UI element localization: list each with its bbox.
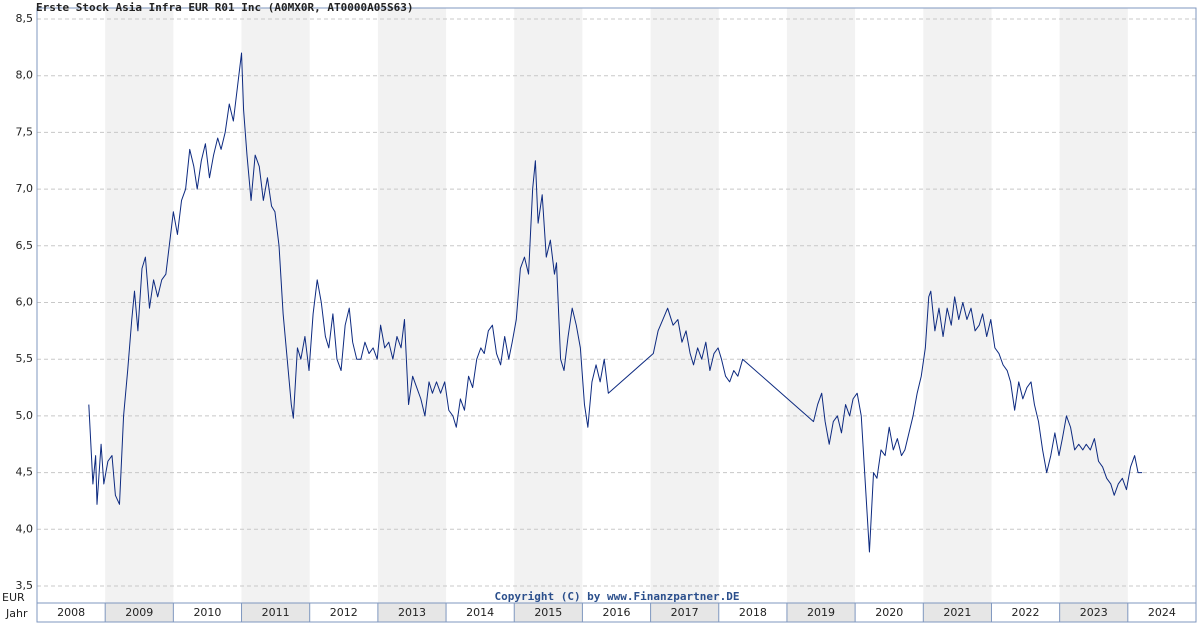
x-tick-label: 2011 (262, 606, 290, 619)
year-band-axis (923, 603, 992, 622)
x-tick-label: 2012 (330, 606, 358, 619)
x-tick-label: 2009 (125, 606, 153, 619)
x-tick-label: 2023 (1080, 606, 1108, 619)
y-tick-label: 8,0 (16, 69, 34, 82)
year-band-axis (1059, 603, 1128, 622)
year-band (377, 8, 447, 603)
price-line (88, 52, 1143, 553)
x-tick-label: 2017 (671, 606, 699, 619)
year-band-axis (650, 603, 719, 622)
year-band-axis (514, 603, 583, 622)
year-band (514, 8, 583, 603)
year-band-axis (377, 603, 447, 622)
year-band (241, 8, 310, 603)
x-tick-label: 2024 (1148, 606, 1176, 619)
x-tick-label: 2014 (466, 606, 494, 619)
x-tick-label: 2020 (875, 606, 903, 619)
plot-frame (36, 7, 1197, 623)
x-tick-label: 2016 (603, 606, 631, 619)
y-tick-label: 7,0 (16, 182, 34, 195)
year-band-axis (786, 603, 856, 622)
x-axis-label: Jahr (5, 607, 28, 620)
x-tick-label: 2013 (398, 606, 426, 619)
y-tick-label: 8,5 (16, 12, 34, 25)
year-band (786, 8, 856, 603)
year-band (1059, 8, 1128, 603)
x-tick-label: 2018 (739, 606, 767, 619)
year-band (650, 8, 719, 603)
y-tick-label: 7,5 (16, 125, 34, 138)
x-tick-label: 2019 (807, 606, 835, 619)
y-tick-label: 4,5 (16, 466, 34, 479)
y-tick-label: 5,5 (16, 352, 34, 365)
x-tick-label: 2010 (193, 606, 221, 619)
x-tick-label: 2008 (57, 606, 85, 619)
y-tick-label: 5,0 (16, 409, 34, 422)
year-band (923, 8, 992, 603)
y-axis-label: EUR (2, 591, 25, 604)
x-tick-label: 2015 (534, 606, 562, 619)
copyright: Copyright (C) by www.Finanzpartner.DE (494, 590, 739, 603)
y-tick-label: 6,5 (16, 239, 34, 252)
year-band-axis (105, 603, 174, 622)
y-tick-label: 6,0 (16, 296, 34, 309)
chart-title: Erste Stock Asia Infra EUR R01 Inc (A0MX… (36, 1, 414, 14)
y-tick-label: 3,5 (16, 579, 34, 592)
y-tick-label: 4,0 (16, 522, 34, 535)
x-tick-label: 2022 (1012, 606, 1040, 619)
year-band-axis (241, 603, 310, 622)
x-tick-label: 2021 (943, 606, 971, 619)
